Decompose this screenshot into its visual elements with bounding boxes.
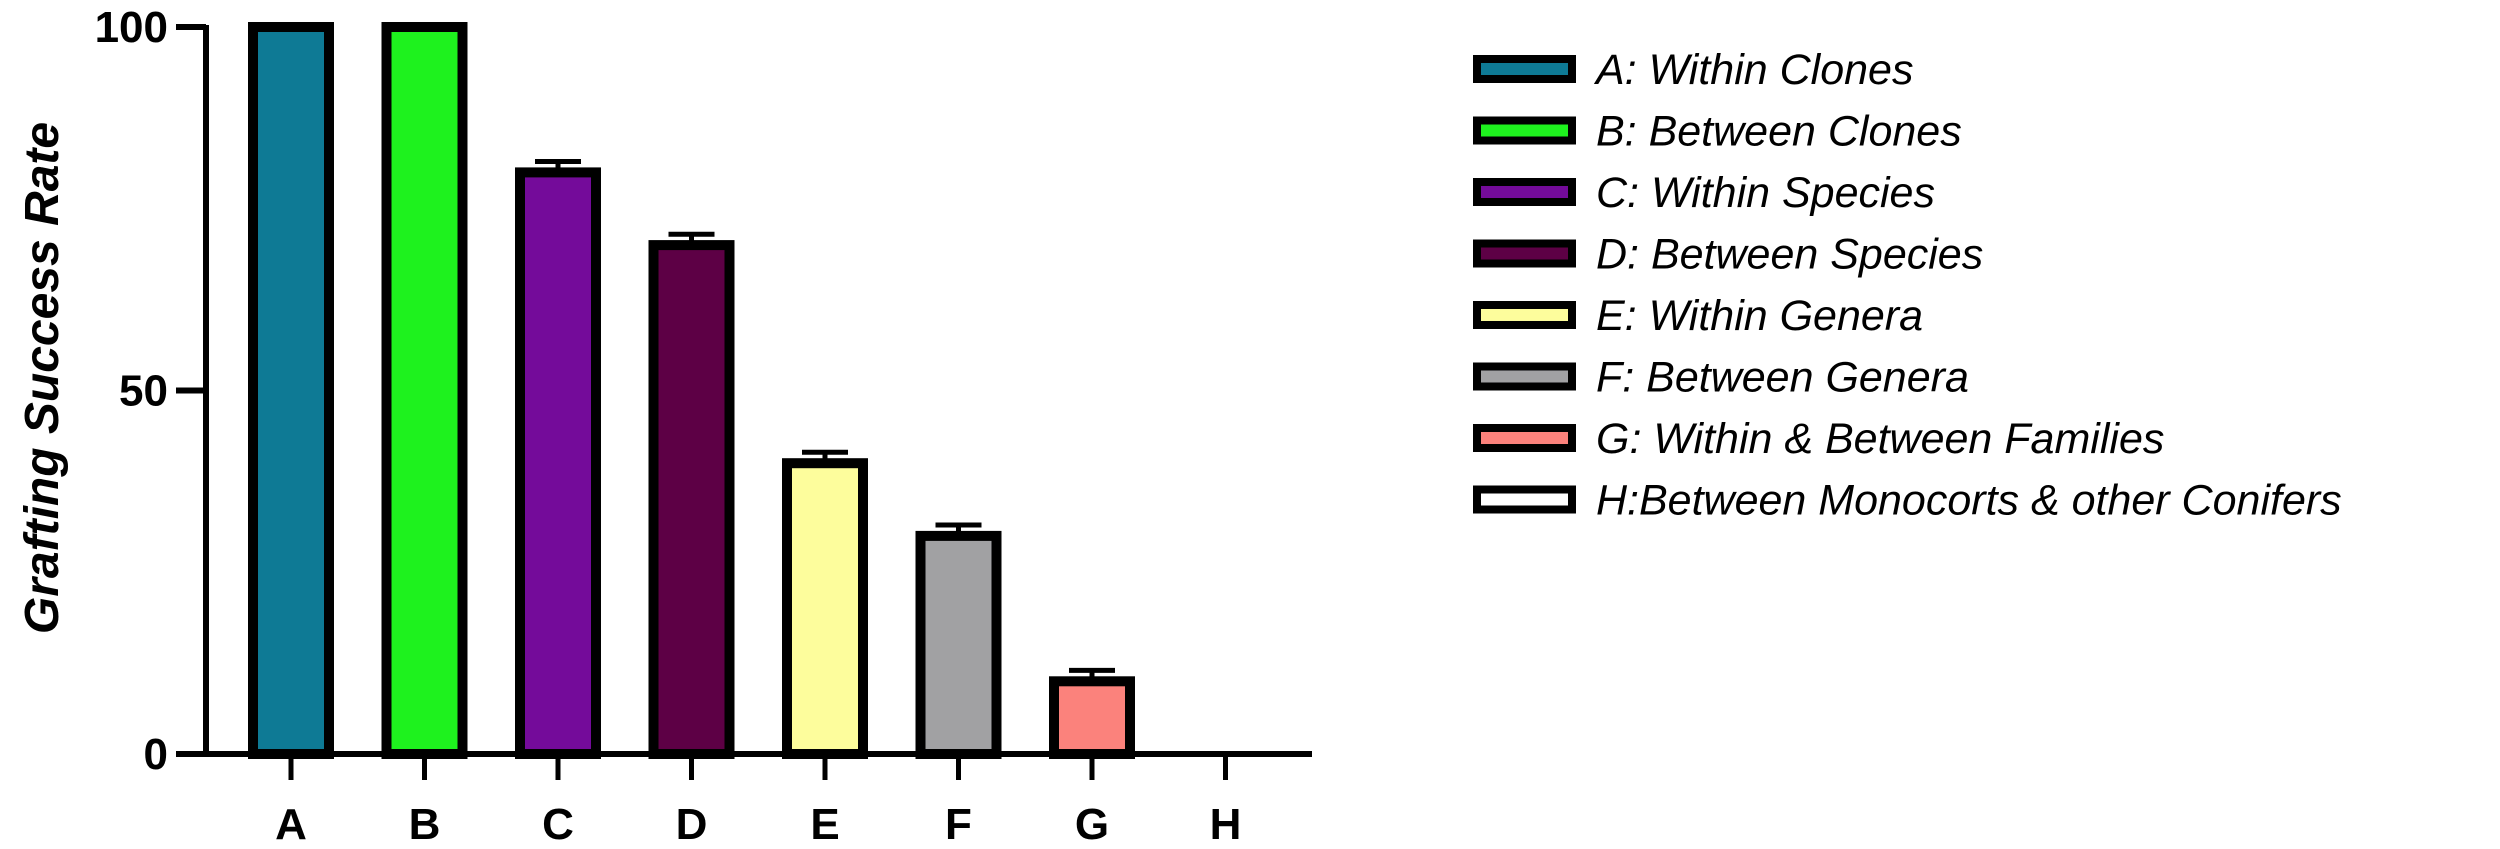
legend-label-f: F: Between Genera xyxy=(1596,354,1969,402)
x-tick-label-e: E xyxy=(810,800,839,849)
y-tick-label-0: 0 xyxy=(144,730,168,779)
legend-label-e: E: Within Genera xyxy=(1596,292,1923,340)
y-tick-label-50: 50 xyxy=(119,367,168,416)
legend-swatch-c xyxy=(1473,178,1576,206)
legend-label-d: D: Between Species xyxy=(1596,231,1983,279)
x-tick-label-b: B xyxy=(409,800,441,849)
x-tick-label-f: F xyxy=(945,800,972,849)
legend-swatch-b xyxy=(1473,116,1576,145)
legend-swatch-f xyxy=(1473,362,1576,391)
legend-swatch-h xyxy=(1473,485,1576,514)
y-tick-label-100: 100 xyxy=(95,3,168,52)
y-axis-title: Grafting Success Rate xyxy=(16,122,69,634)
legend-label-b: B: Between Clones xyxy=(1596,108,1962,156)
legend-label-c: C: Within Species xyxy=(1596,169,1935,217)
legend-swatch-e xyxy=(1473,301,1576,329)
legend-label-g: G: Within & Between Families xyxy=(1596,415,2164,463)
bar-f xyxy=(915,530,1002,760)
plot-area xyxy=(248,22,1135,760)
bar-b xyxy=(381,22,468,759)
x-tick-label-d: D xyxy=(676,800,708,849)
bar-d xyxy=(648,240,735,759)
axes: A B C D E F G H 0 50 100 xyxy=(95,3,1312,849)
x-tick-label-a: A xyxy=(275,800,307,849)
x-tick-label-h: H xyxy=(1210,800,1242,849)
bar-a xyxy=(248,22,334,759)
legend-swatch-g xyxy=(1473,424,1576,452)
legend-swatch-a xyxy=(1473,55,1576,83)
bar-g xyxy=(1049,676,1135,759)
legend-swatch-d xyxy=(1473,239,1576,268)
legend-label-a: A: Within Clones xyxy=(1593,46,1913,94)
bar-e xyxy=(782,458,868,759)
bar-c xyxy=(515,167,601,759)
x-tick-label-g: G xyxy=(1075,800,1109,849)
legend: A: Within Clones B: Between Clones C: With… xyxy=(1473,46,2342,525)
legend-label-h: H:Between Monocorts & other Conifers xyxy=(1596,477,2342,525)
x-tick-label-c: C xyxy=(542,800,574,849)
